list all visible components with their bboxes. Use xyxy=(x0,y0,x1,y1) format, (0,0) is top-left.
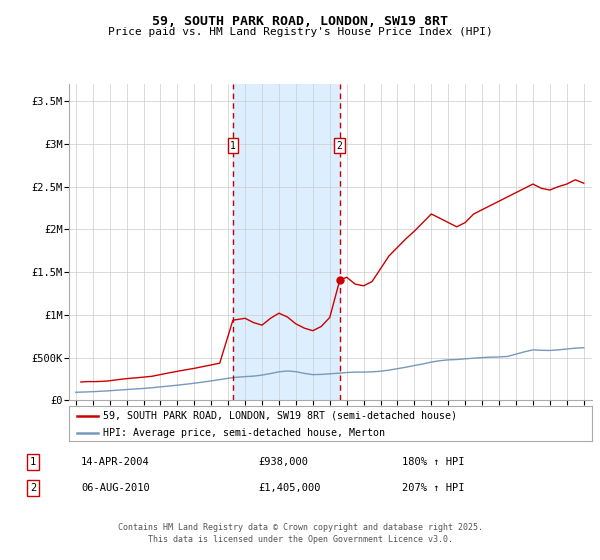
Bar xyxy=(233,84,340,400)
Text: Contains HM Land Registry data © Crown copyright and database right 2025.
This d: Contains HM Land Registry data © Crown c… xyxy=(118,522,482,544)
Text: £938,000: £938,000 xyxy=(258,457,308,467)
Text: 1: 1 xyxy=(230,141,236,151)
Text: 1: 1 xyxy=(30,457,36,467)
Text: £1,405,000: £1,405,000 xyxy=(258,483,320,493)
Text: Price paid vs. HM Land Registry's House Price Index (HPI): Price paid vs. HM Land Registry's House … xyxy=(107,27,493,37)
Text: 2: 2 xyxy=(30,483,36,493)
Text: 14-APR-2004: 14-APR-2004 xyxy=(81,457,150,467)
Text: 06-AUG-2010: 06-AUG-2010 xyxy=(81,483,150,493)
Text: 59, SOUTH PARK ROAD, LONDON, SW19 8RT (semi-detached house): 59, SOUTH PARK ROAD, LONDON, SW19 8RT (s… xyxy=(103,410,457,421)
Text: HPI: Average price, semi-detached house, Merton: HPI: Average price, semi-detached house,… xyxy=(103,428,385,438)
Text: 2: 2 xyxy=(337,141,343,151)
Text: 59, SOUTH PARK ROAD, LONDON, SW19 8RT: 59, SOUTH PARK ROAD, LONDON, SW19 8RT xyxy=(152,15,448,28)
Text: 207% ↑ HPI: 207% ↑ HPI xyxy=(402,483,464,493)
Text: 180% ↑ HPI: 180% ↑ HPI xyxy=(402,457,464,467)
